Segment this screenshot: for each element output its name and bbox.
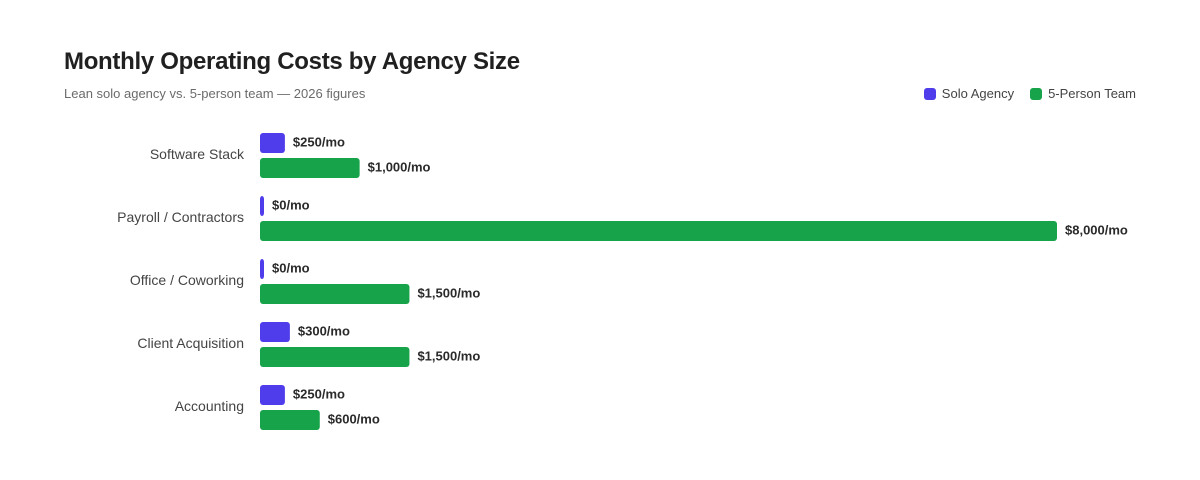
value-label-solo-agency-office-coworking: $0/mo bbox=[272, 260, 310, 275]
legend-item-solo-agency: Solo Agency bbox=[923, 86, 1015, 101]
category-label-office-coworking: Office / Coworking bbox=[130, 272, 244, 288]
chart-legend: Solo Agency 5-Person Team bbox=[923, 86, 1136, 101]
value-label-5-person-team-payroll-contractors: $8,000/mo bbox=[1065, 222, 1128, 237]
legend-item-5-person-team: 5-Person Team bbox=[1030, 86, 1136, 101]
legend-swatch-5-person-team bbox=[1030, 87, 1043, 100]
bar-5-person-team-accounting bbox=[260, 410, 320, 430]
chart-subtitle: Lean solo agency vs. 5-person team — 202… bbox=[64, 86, 366, 101]
bar-solo-agency-accounting bbox=[260, 385, 285, 405]
category-label-client-acquisition: Client Acquisition bbox=[137, 335, 244, 351]
chart-title: Monthly Operating Costs by Agency Size bbox=[64, 48, 520, 75]
value-label-5-person-team-office-coworking: $1,500/mo bbox=[417, 285, 480, 300]
category-label-software-stack: Software Stack bbox=[150, 146, 245, 162]
value-label-solo-agency-client-acquisition: $300/mo bbox=[298, 323, 350, 338]
bar-solo-agency-software-stack bbox=[260, 133, 285, 153]
value-label-solo-agency-software-stack: $250/mo bbox=[293, 134, 345, 149]
legend-label-5-person-team: 5-Person Team bbox=[1048, 86, 1136, 101]
value-label-5-person-team-software-stack: $1,000/mo bbox=[368, 159, 431, 174]
bar-5-person-team-payroll-contractors bbox=[260, 221, 1057, 241]
bar-5-person-team-client-acquisition bbox=[260, 347, 410, 367]
category-label-payroll-contractors: Payroll / Contractors bbox=[117, 209, 244, 225]
bar-solo-agency-client-acquisition bbox=[260, 322, 290, 342]
legend-swatch-solo-agency bbox=[923, 87, 936, 100]
bar-solo-agency-payroll-contractors bbox=[260, 196, 264, 216]
category-label-accounting: Accounting bbox=[175, 398, 244, 414]
bar-5-person-team-software-stack bbox=[260, 158, 360, 178]
bar-solo-agency-office-coworking bbox=[260, 259, 264, 279]
bar-5-person-team-office-coworking bbox=[260, 284, 410, 304]
value-label-solo-agency-accounting: $250/mo bbox=[293, 386, 345, 401]
legend-label-solo-agency: Solo Agency bbox=[941, 86, 1015, 101]
value-label-5-person-team-client-acquisition: $1,500/mo bbox=[417, 348, 480, 363]
value-label-solo-agency-payroll-contractors: $0/mo bbox=[272, 197, 310, 212]
value-label-5-person-team-accounting: $600/mo bbox=[328, 411, 380, 426]
